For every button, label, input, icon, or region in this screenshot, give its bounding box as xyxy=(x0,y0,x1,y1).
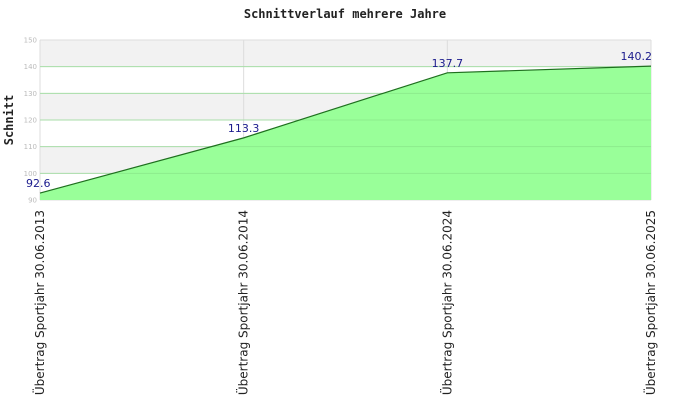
data-label: 137.7 xyxy=(432,57,464,70)
chart-title: Schnittverlauf mehrere Jahre xyxy=(244,7,446,21)
plot-band xyxy=(40,40,651,67)
y-tick-label: 140 xyxy=(24,63,37,71)
y-tick-label: 110 xyxy=(24,143,37,151)
y-tick-label: 130 xyxy=(24,90,37,98)
x-tick-label: Übertrag Sportjahr 30.06.2014 xyxy=(235,210,251,395)
series-area xyxy=(39,65,652,200)
data-label: 92.6 xyxy=(26,177,51,190)
x-axis-ticks: Übertrag Sportjahr 30.06.2013 Übertrag Sp… xyxy=(31,210,658,395)
y-axis-label: Schnitt xyxy=(2,95,16,146)
data-label: 113.3 xyxy=(228,122,260,135)
y-tick-label: 120 xyxy=(24,117,37,125)
data-labels: 92.6 113.3 137.7 140.2 xyxy=(26,50,652,190)
series-line xyxy=(39,65,652,194)
y-tick-label: 100 xyxy=(24,170,37,178)
x-tick-label: Übertrag Sportjahr 30.06.2013 xyxy=(31,210,47,395)
y-tick-label: 90 xyxy=(28,197,37,205)
data-label: 140.2 xyxy=(621,50,653,63)
y-tick-label: 150 xyxy=(24,37,37,45)
x-tick-label: Übertrag Sportjahr 30.06.2024 xyxy=(438,210,454,395)
area-fill xyxy=(40,66,651,200)
x-tick-label: Übertrag Sportjahr 30.06.2025 xyxy=(642,210,658,395)
y-axis-ticks: 90 100 110 120 130 140 150 xyxy=(24,37,37,205)
